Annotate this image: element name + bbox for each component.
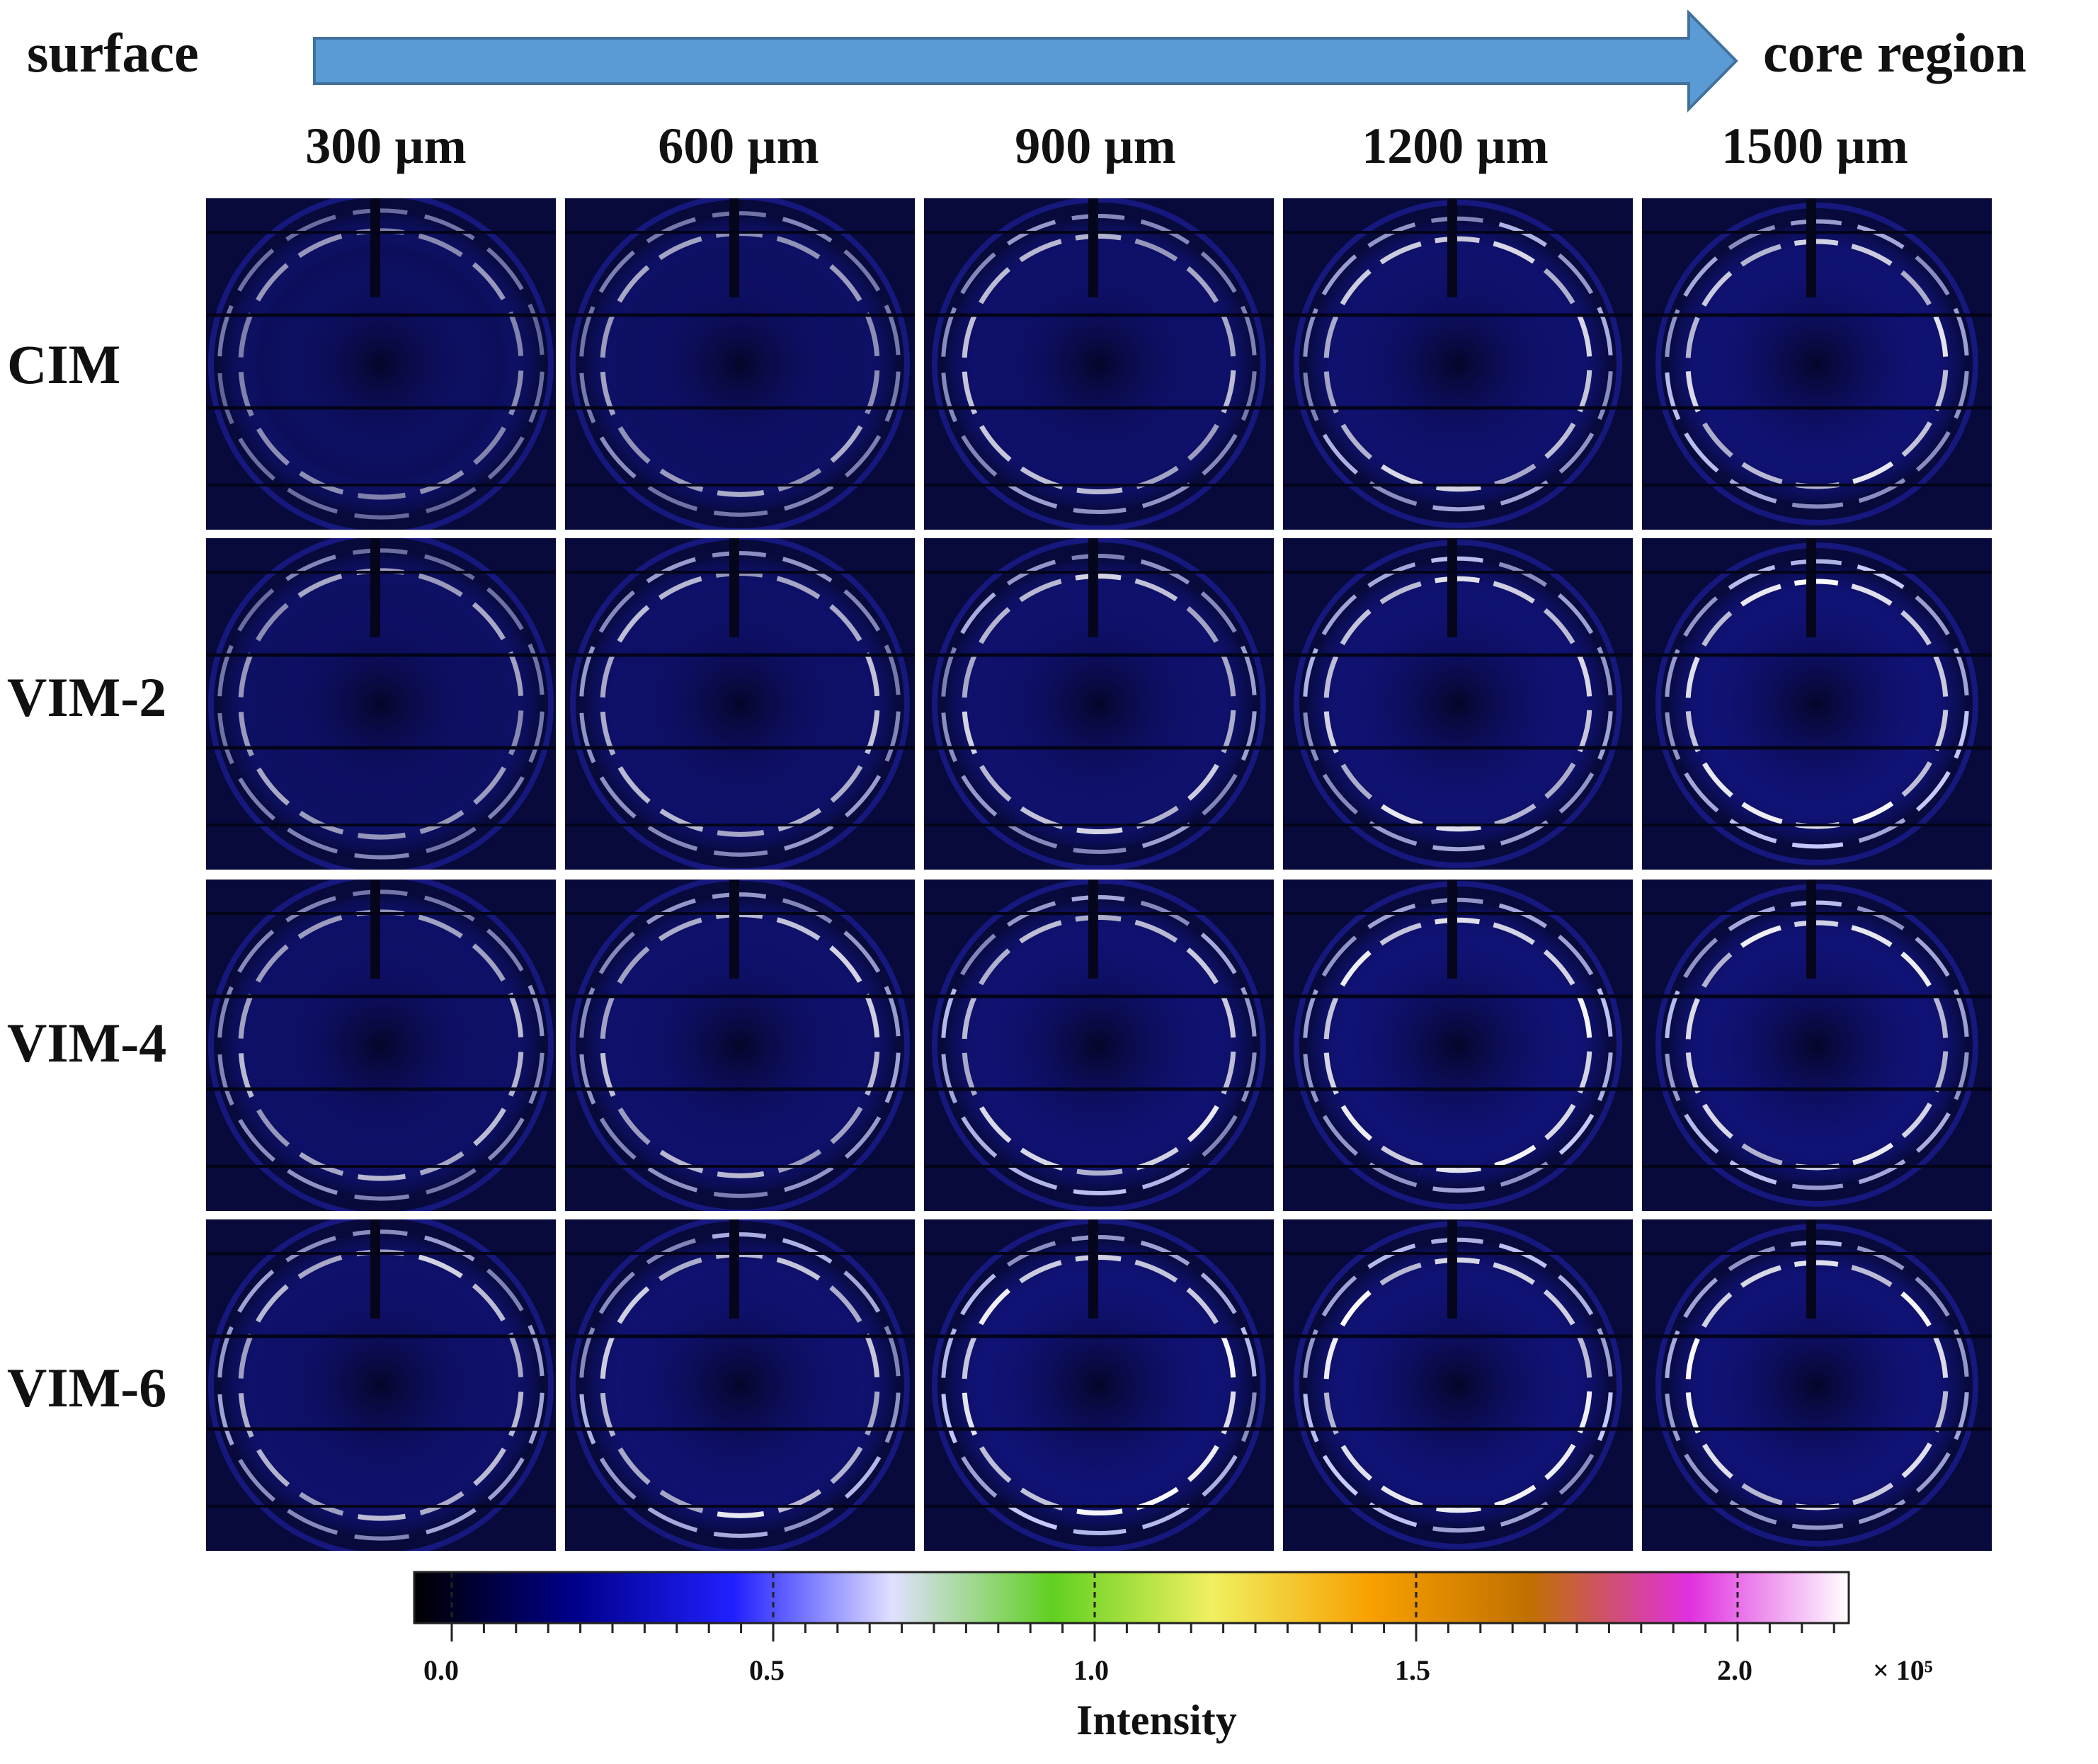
column-label: 900 µm — [1015, 118, 1176, 174]
diffraction-pattern-panel — [924, 538, 1274, 870]
colorbar-tick-label: 0.5 — [749, 1654, 785, 1686]
diffraction-pattern-panel — [924, 198, 1274, 530]
depth-arrow — [313, 10, 1738, 113]
diffraction-pattern-panel — [206, 880, 556, 1211]
diffraction-pattern-panel — [1642, 198, 1992, 530]
row-label: VIM-2 — [7, 666, 167, 728]
diffraction-pattern-panel — [206, 538, 556, 870]
diffraction-pattern-panel — [1283, 880, 1633, 1211]
diffraction-pattern-panel — [565, 1219, 915, 1551]
diffraction-pattern-panel — [1642, 880, 1992, 1211]
diffraction-pattern-panel — [565, 538, 915, 870]
colorbar-tick-label: 0.0 — [423, 1654, 459, 1686]
core-region-label: core region — [1763, 22, 2026, 84]
diffraction-pattern-panel — [1283, 198, 1633, 530]
diffraction-pattern-panel — [924, 880, 1274, 1211]
diffraction-pattern-panel — [1642, 538, 1992, 870]
row-label: CIM — [7, 334, 121, 395]
colorbar — [413, 1571, 1850, 1641]
column-label: 600 µm — [658, 118, 819, 174]
diffraction-pattern-panel — [206, 1219, 556, 1551]
surface-label: surface — [27, 22, 199, 84]
colorbar-tick-label: 1.5 — [1395, 1654, 1430, 1686]
column-label: 300 µm — [305, 118, 467, 174]
diffraction-pattern-panel — [1283, 1219, 1633, 1551]
diffraction-pattern-panel — [206, 198, 556, 530]
diffraction-pattern-panel — [1642, 1219, 1992, 1551]
colorbar-exponent: × 10⁵ — [1873, 1654, 1933, 1686]
row-label: VIM-6 — [7, 1357, 167, 1418]
colorbar-tick-label: 1.0 — [1073, 1654, 1109, 1686]
row-label: VIM-4 — [7, 1012, 167, 1074]
diffraction-pattern-panel — [924, 1219, 1274, 1551]
diffraction-pattern-panel — [1283, 538, 1633, 870]
colorbar-title: Intensity — [1076, 1697, 1237, 1743]
column-label: 1200 µm — [1362, 118, 1549, 174]
column-label: 1500 µm — [1721, 118, 1908, 174]
diffraction-pattern-panel — [565, 198, 915, 530]
diffraction-pattern-panel — [565, 880, 915, 1211]
colorbar-tick-label: 2.0 — [1717, 1654, 1752, 1686]
